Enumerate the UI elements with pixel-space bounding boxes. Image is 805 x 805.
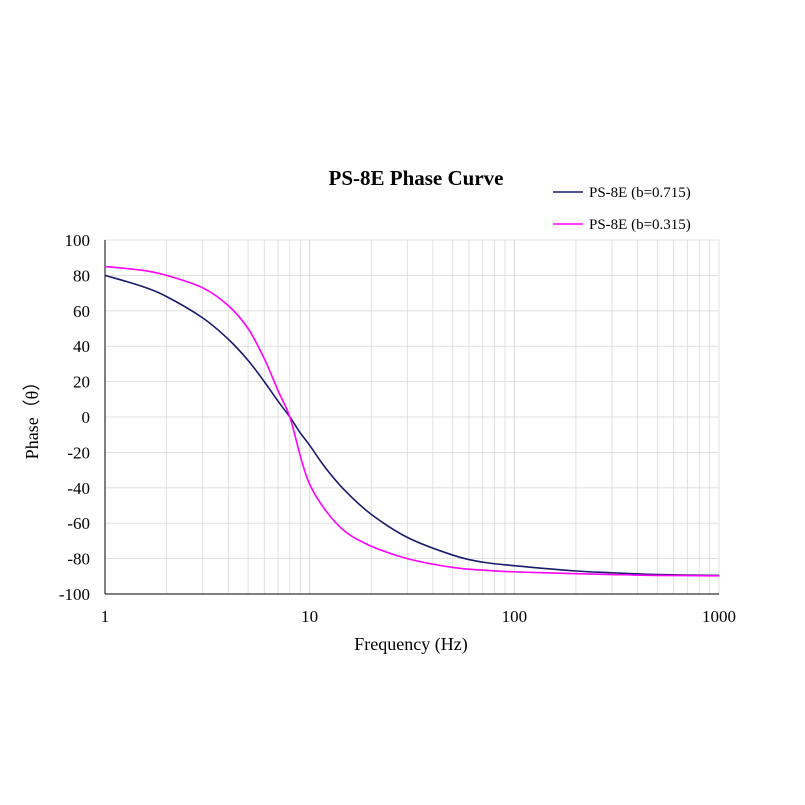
y-tick-label: -60 [67,514,90,533]
series-lines [104,265,720,577]
y-tick-label: -40 [67,479,90,498]
y-axis-label: Phase（θ） [22,373,42,460]
y-tick-label: 40 [73,337,90,356]
chart-title: PS-8E Phase Curve [329,166,504,190]
x-tick-label: 10 [301,607,318,626]
axes [104,240,719,595]
grid-lines [104,239,720,595]
y-tick-label: -80 [67,550,90,569]
legend-label-1: PS-8E (b=0.715) [589,185,691,201]
y-tick-label: 0 [82,408,91,427]
x-axis-label: Frequency (Hz) [354,634,467,655]
legend-label-2: PS-8E (b=0.315) [589,217,691,233]
tick-labels: 100 80 60 40 20 0 -20 -40 -60 -80 -100 1 10 100 1000 [59,231,736,626]
series-line-1 [104,274,720,577]
y-tick-label: -20 [67,443,90,462]
y-tick-label: 80 [73,266,90,285]
x-tick-label: 100 [502,607,528,626]
series-line-2 [104,265,720,577]
x-tick-label: 1000 [702,607,736,626]
y-tick-label: 100 [65,231,91,250]
y-tick-label: -100 [59,585,90,604]
legend: PS-8E (b=0.715) PS-8E (b=0.315) [553,185,691,233]
y-tick-label: 20 [73,373,90,392]
y-tick-label: 60 [73,302,90,321]
x-tick-label: 1 [101,607,110,626]
